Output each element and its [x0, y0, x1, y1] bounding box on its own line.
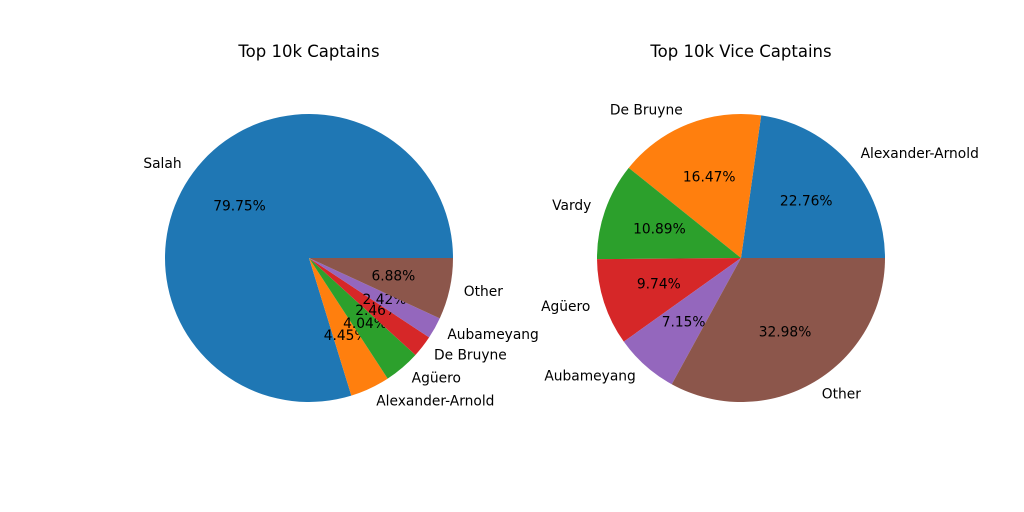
chart-title-captains: Top 10k Captains — [237, 42, 379, 61]
slice-label-de-bruyne: De Bruyne — [434, 347, 507, 363]
slice-label-alexander-arnold: Alexander-Arnold — [376, 393, 494, 409]
pie-slice-other — [671, 258, 885, 402]
slice-percent-alexander-arnold: 22.76% — [780, 193, 833, 209]
pie-1: Alexander-Arnold 22.76% De Bruyne 16.47% Var… — [541, 103, 979, 403]
pie-slice-aguero — [309, 258, 416, 379]
pie-slice-alexander-arnold — [741, 115, 885, 258]
slice-percent-vardy: 10.89% — [633, 222, 686, 238]
slice-percent-alexander-arnold: 4.45% — [324, 328, 368, 344]
pie-slice-vardy — [597, 167, 741, 260]
slice-label-other: Other — [464, 284, 504, 300]
slice-label-de-bruyne: De Bruyne — [610, 103, 683, 119]
pie-slice-aubameyang — [309, 258, 440, 338]
slice-label-aguero: Agüero — [412, 371, 461, 387]
slice-label-vardy: Vardy — [552, 198, 591, 214]
slice-label-aubameyang: Aubameyang — [447, 327, 538, 343]
slice-percent-aguero: 4.04% — [343, 316, 387, 332]
pie-slice-alexander-arnold — [309, 258, 388, 396]
pie-slice-de-bruyne — [309, 258, 430, 355]
slice-label-alexander-arnold: Alexander-Arnold — [861, 146, 979, 162]
slice-percent-other: 6.88% — [371, 269, 415, 285]
slice-percent-other: 32.98% — [759, 324, 812, 340]
slice-percent-aubameyang: 7.15% — [662, 315, 706, 331]
pie-slice-aguero — [597, 258, 741, 342]
slice-label-salah: Salah — [143, 156, 181, 172]
pie-slice-other — [309, 258, 453, 319]
slice-percent-de-bruyne: 16.47% — [683, 170, 736, 186]
slice-percent-aguero: 9.74% — [637, 277, 681, 293]
slice-label-aubameyang: Aubameyang — [544, 368, 635, 384]
slice-label-other: Other — [822, 386, 862, 402]
slice-percent-salah: 79.75% — [213, 199, 266, 215]
pie-slice-aubameyang — [623, 258, 741, 385]
pie-slice-de-bruyne — [628, 113, 762, 258]
slice-label-aguero: Agüero — [541, 299, 590, 315]
chart-title-vice-captains: Top 10k Vice Captains — [649, 42, 831, 61]
pie-0: Salah 79.75% Alexander-Arnold 4.45% Agüero 4.… — [143, 114, 539, 409]
